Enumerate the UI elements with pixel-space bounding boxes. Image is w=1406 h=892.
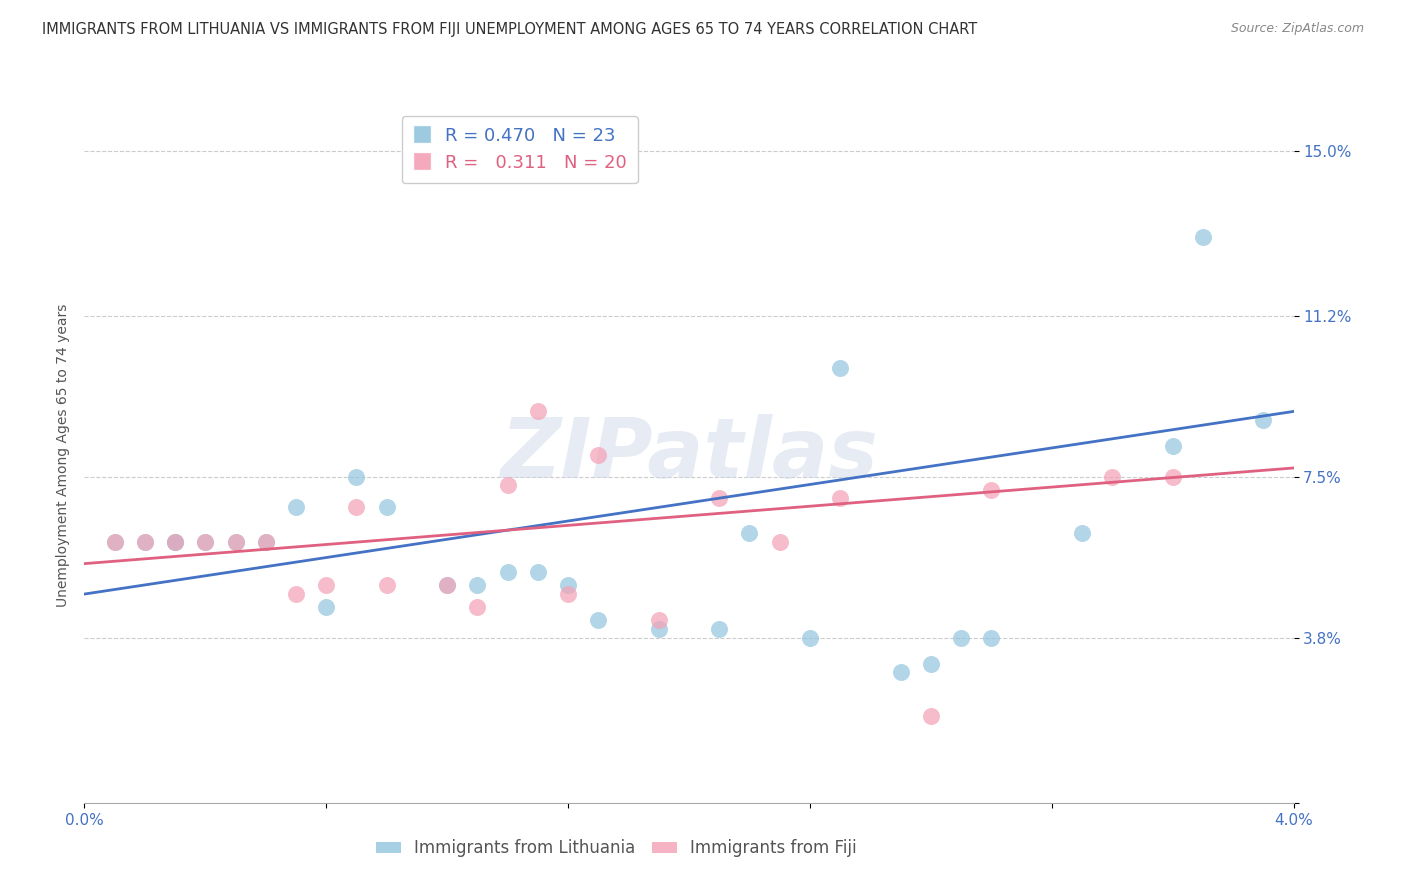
Point [557,578,579,592]
Point [165,535,187,549]
Y-axis label: Unemployment Among Ages 65 to 74 years: Unemployment Among Ages 65 to 74 years [56,303,70,607]
Point [588,448,610,462]
Point [920,708,942,723]
Point [165,535,187,549]
Point [527,404,550,418]
Point [738,526,761,541]
Point [375,578,398,592]
Point [284,587,308,601]
Point [950,631,973,645]
Text: ZIPatlas: ZIPatlas [501,415,877,495]
Point [920,657,942,671]
Point [467,600,489,615]
Point [1251,413,1274,427]
Point [284,500,308,514]
Text: IMMIGRANTS FROM LITHUANIA VS IMMIGRANTS FROM FIJI UNEMPLOYMENT AMONG AGES 65 TO : IMMIGRANTS FROM LITHUANIA VS IMMIGRANTS … [42,22,977,37]
Point [254,535,277,549]
Point [890,665,912,680]
Point [346,500,368,514]
Point [830,360,852,375]
Point [104,535,127,549]
Point [647,613,671,627]
Point [467,578,489,592]
Point [436,578,458,592]
Point [254,535,277,549]
Point [1192,230,1215,244]
Point [1071,526,1094,541]
Point [496,566,519,580]
Point [1161,469,1184,483]
Point [225,535,247,549]
Point [830,491,852,506]
Point [557,587,579,601]
Point [980,631,1002,645]
Point [165,535,187,549]
Point [375,500,398,514]
Point [315,600,337,615]
Point [315,578,337,592]
Point [527,566,550,580]
Point [1101,469,1123,483]
Point [436,578,458,592]
Point [799,631,821,645]
Point [1161,439,1184,453]
Point [134,535,156,549]
Point [225,535,247,549]
Point [194,535,217,549]
Point [346,469,368,483]
Point [588,613,610,627]
Point [709,491,731,506]
Point [769,535,792,549]
Point [709,622,731,636]
Legend: Immigrants from Lithuania, Immigrants from Fiji: Immigrants from Lithuania, Immigrants fr… [370,833,863,864]
Point [194,535,217,549]
Point [496,478,519,492]
Point [980,483,1002,497]
Point [647,622,671,636]
Text: Source: ZipAtlas.com: Source: ZipAtlas.com [1230,22,1364,36]
Point [104,535,127,549]
Point [134,535,156,549]
